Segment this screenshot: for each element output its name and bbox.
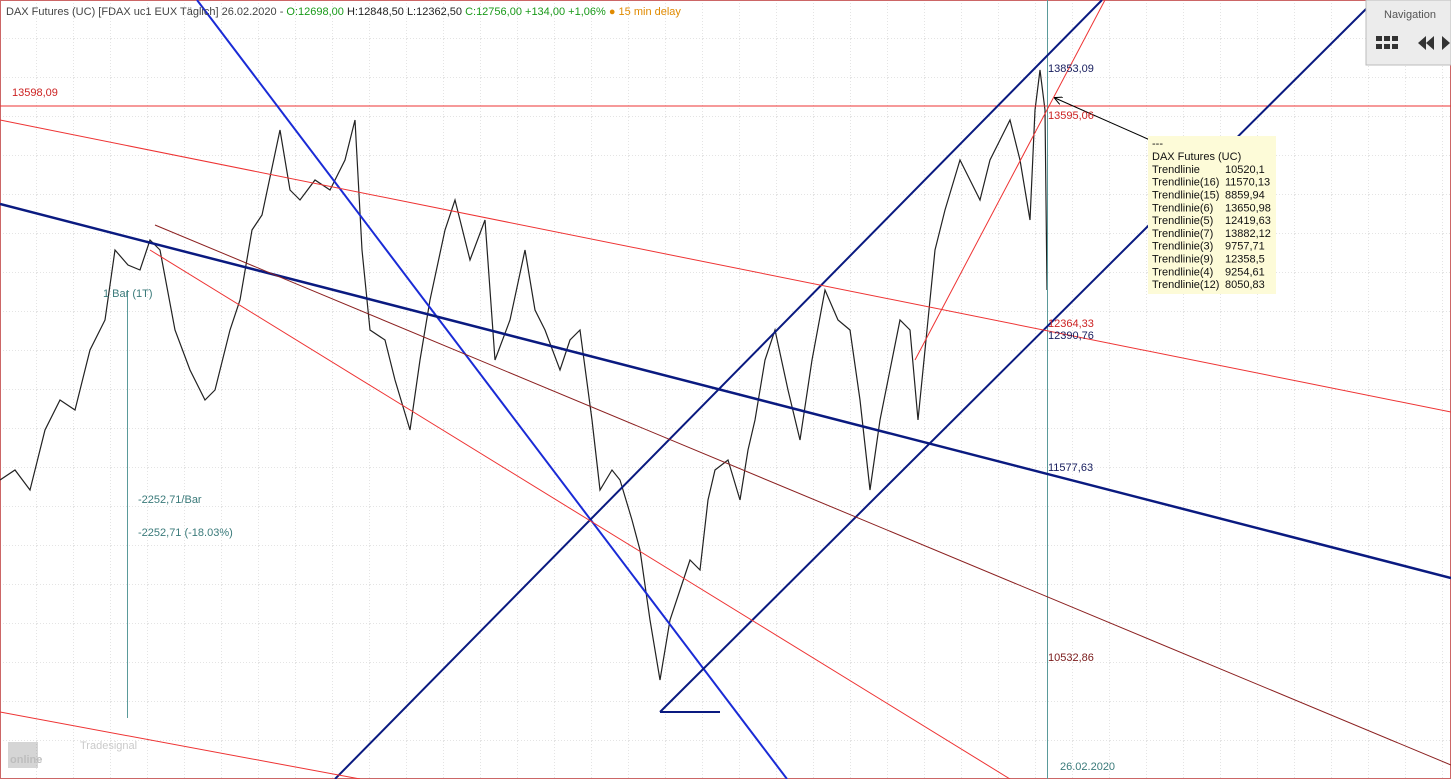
header-low: L:12362,50 <box>407 6 462 18</box>
tooltip-name: Trendlinie(15) <box>1152 190 1219 202</box>
trend-line <box>196 0 788 779</box>
tooltip-value: 10520,1 <box>1225 164 1265 176</box>
channel-upper <box>334 0 1103 779</box>
price-label: 10532,86 <box>1048 652 1094 664</box>
tooltip-name: Trendlinie(7) <box>1152 228 1213 240</box>
header-close: C:12756,00 <box>465 6 522 18</box>
logo-small: Tradesignal <box>80 740 137 752</box>
logo: Tradesignal online <box>8 740 137 768</box>
measure-label: -2252,71 (-18.03%) <box>138 527 233 539</box>
tooltip-value: 8859,94 <box>1225 190 1265 202</box>
logo-big: online <box>10 754 42 766</box>
navigation-panel: Navigation <box>1365 0 1451 66</box>
price-label: 12390,76 <box>1048 330 1094 342</box>
price-series <box>0 69 1048 681</box>
header-delay: ● 15 min delay <box>609 6 682 18</box>
tooltip-name: Trendlinie(3) <box>1152 241 1213 253</box>
tooltip-name: Trendlinie(9) <box>1152 254 1213 266</box>
tooltip-value: 12358,5 <box>1225 254 1265 266</box>
price-label: 13595,06 <box>1048 110 1094 122</box>
tooltip-name: Trendlinie(16) <box>1152 177 1219 189</box>
tooltip-value: 13650,98 <box>1225 202 1271 214</box>
tooltip-value: 9254,61 <box>1225 266 1265 278</box>
header-name: DAX Futures (UC) [FDAX uc1 EUX Täglich] … <box>6 6 284 18</box>
tooltip-bg <box>1148 136 1276 294</box>
tooltip-sep: --- <box>1152 138 1163 150</box>
tooltip-value: 9757,71 <box>1225 241 1265 253</box>
measure-label: 1 Bar (1T) <box>103 288 153 300</box>
channel-lower <box>659 4 1371 713</box>
trend-line <box>0 711 361 779</box>
tooltip-name: Trendlinie(12) <box>1152 279 1219 291</box>
tooltip-name: Trendlinie(4) <box>1152 266 1213 278</box>
tooltip-value: 12419,63 <box>1225 215 1271 227</box>
tooltip-name: Trendlinie <box>1152 164 1200 176</box>
tooltip: --- DAX Futures (UC) Trendlinie 10520,1 Tr… <box>1148 136 1276 294</box>
trend-line <box>914 0 1106 361</box>
trend-line <box>149 249 1011 779</box>
tooltip-value: 11570,13 <box>1225 177 1270 189</box>
price-label: 12364,33 <box>1048 318 1094 330</box>
measure-label: -2252,71/Bar <box>138 494 202 506</box>
nav-forward-button[interactable] <box>1442 36 1450 50</box>
nav-rewind-button[interactable] <box>1418 36 1434 50</box>
tooltip-name: Trendlinie(6) <box>1152 202 1213 214</box>
logo-mark <box>8 742 38 768</box>
trend-line <box>0 202 1451 580</box>
trend-line <box>0 119 1451 413</box>
price-label: 13598,09 <box>12 87 58 99</box>
header: DAX Futures (UC) [FDAX uc1 EUX Täglich] … <box>6 6 681 18</box>
navigation-title: Navigation <box>1384 9 1436 21</box>
trend-line <box>154 224 1451 766</box>
date-label: 26.02.2020 <box>1060 761 1115 773</box>
tooltip-name: Trendlinie(5) <box>1152 215 1213 227</box>
nav-grid-button[interactable] <box>1376 36 1398 49</box>
tooltip-arrow <box>1055 98 1151 141</box>
tooltip-value: 8050,83 <box>1225 279 1265 291</box>
header-change: +134,00 <box>525 6 565 18</box>
header-change-pct: +1,06% <box>568 6 606 18</box>
tooltip-value: 13882,12 <box>1225 228 1271 240</box>
price-label: 11577,63 <box>1048 462 1093 474</box>
navigation-bg <box>1365 0 1451 66</box>
price-label: 13853,09 <box>1048 63 1094 75</box>
header-high: H:12848,50 <box>347 6 404 18</box>
header-open: O:12698,00 <box>286 6 344 18</box>
tooltip-title: DAX Futures (UC) <box>1152 151 1241 163</box>
